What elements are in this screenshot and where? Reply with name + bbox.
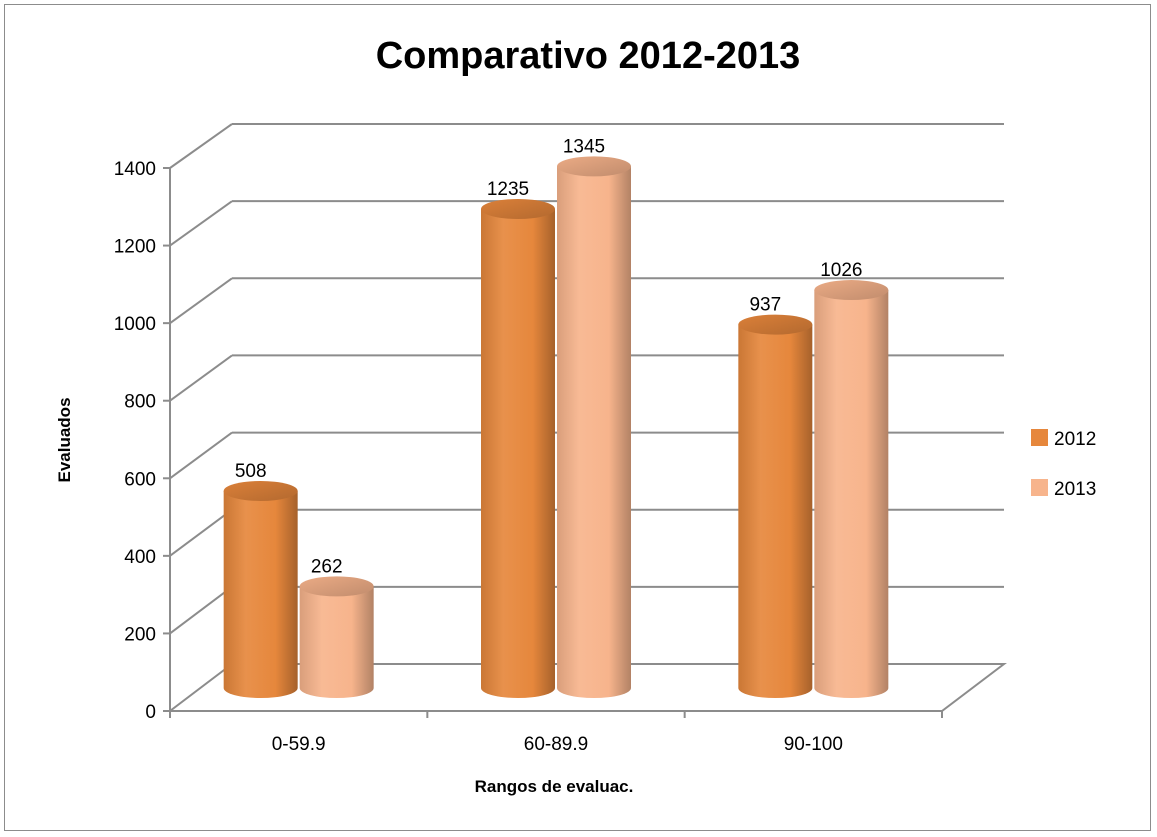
data-labels: 508 1235 937 262 1345 1026: [235, 136, 863, 577]
data-label: 1026: [820, 260, 862, 281]
bar-body: [223, 490, 298, 698]
y-tick-label: 1000: [114, 314, 156, 335]
data-label: 1235: [487, 179, 529, 200]
bar-top: [223, 480, 298, 501]
legend-swatch-2012: [1031, 429, 1048, 446]
data-label: 937: [749, 295, 781, 316]
x-tick-label: 90-100: [784, 734, 843, 755]
gridline-diagonal: [169, 277, 233, 324]
bar-body: [814, 290, 889, 698]
y-tick-label: 1400: [114, 159, 156, 180]
y-tick-label: 400: [124, 547, 156, 568]
legend: 2012 2013: [1031, 429, 1096, 500]
bar-2012-90-100: [738, 314, 813, 698]
bar-body: [299, 586, 374, 698]
data-label: 1345: [563, 136, 605, 157]
bar-body: [481, 208, 555, 698]
bar-2012-60-89.9: [481, 198, 555, 698]
gridline-diagonal: [169, 200, 233, 247]
y-tick-label: 1200: [114, 237, 156, 258]
bar-2013-0-59.9: [299, 576, 374, 698]
bar-top: [481, 198, 555, 219]
legend-label-2013: 2013: [1054, 479, 1096, 500]
data-label: 262: [311, 556, 343, 577]
data-label: 508: [235, 461, 267, 482]
y-axis-title: Evaluados: [55, 397, 74, 482]
legend-swatch-2013: [1031, 479, 1048, 496]
y-tick-label: 200: [124, 624, 156, 645]
bar-body: [557, 166, 631, 698]
x-tick-label: 60-89.9: [524, 734, 588, 755]
gridline-diagonal: [169, 123, 233, 169]
bar-top: [557, 156, 631, 177]
gridline-diagonal: [169, 431, 233, 480]
bar-2012-0-59.9: [223, 480, 298, 698]
bar-2013-60-89.9: [557, 156, 631, 698]
y-tick-label: 600: [124, 469, 156, 490]
bar-body: [738, 324, 813, 698]
x-tick-label: 0-59.9: [272, 734, 326, 755]
axes: 0 200 400 600 800 1000 1200 1400 0-59.9 60-89.9 90…: [114, 159, 943, 755]
gridline-diagonal: [169, 586, 233, 635]
gridline-diagonal: [169, 508, 233, 557]
x-axis-title: Rangos de evaluac.: [475, 777, 634, 796]
y-tick-label: 800: [124, 392, 156, 413]
y-tick-label: 0: [145, 702, 156, 723]
bar-2013-90-100: [814, 280, 889, 698]
bar-top: [299, 576, 374, 597]
legend-label-2012: 2012: [1054, 429, 1096, 450]
bar-top: [814, 280, 889, 301]
chart-title: Comparativo 2012-2013: [376, 35, 801, 77]
gridline-diagonal: [169, 354, 233, 402]
bar-top: [738, 314, 813, 335]
bars: [223, 156, 889, 698]
